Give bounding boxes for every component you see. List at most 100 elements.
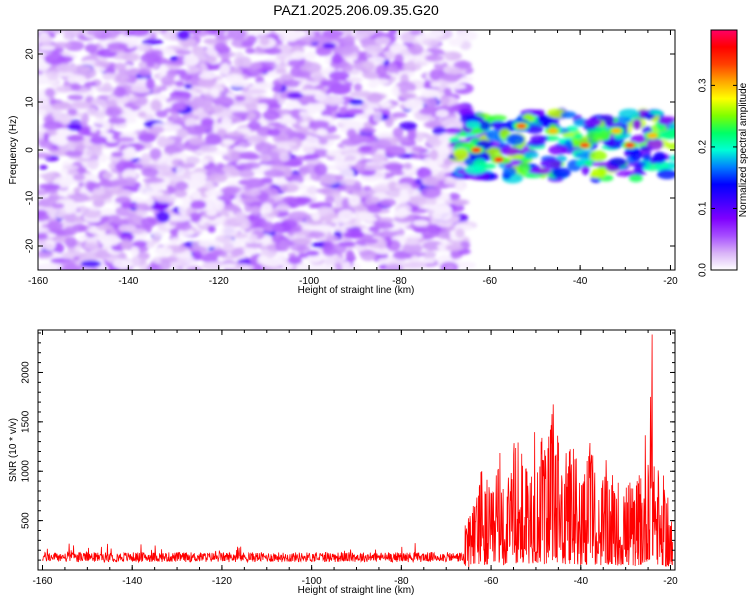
spectrogram-cell [317, 206, 332, 216]
spectrogram-cell [169, 215, 192, 222]
spectrogram-cell [412, 219, 429, 227]
spectrogram-cell [530, 168, 552, 175]
spectrogram-cell [137, 111, 147, 118]
spectrogram-cell [38, 140, 54, 149]
spectrogram-cell [345, 108, 365, 115]
spectrogram-cell [94, 60, 111, 67]
spectrogram-x-axis-title: Height of straight line (km) [298, 285, 415, 296]
spectrogram-cell [423, 204, 437, 211]
spectrogram-cell [658, 117, 674, 126]
spectrogram-cell [322, 30, 344, 38]
spectrogram-cell [402, 242, 423, 255]
spectrogram-cell [206, 55, 217, 64]
spectrogram-cell [66, 134, 84, 142]
spectrogram-cell [443, 116, 463, 125]
spectrogram-cell [453, 60, 472, 69]
spectrogram-cell [304, 153, 320, 160]
spectrogram-cell [316, 188, 332, 194]
spectrogram-cell [217, 128, 227, 137]
spectrogram-cell [134, 142, 147, 150]
spectrogram-cell [38, 45, 56, 51]
spectrogram-cell [630, 136, 646, 144]
spectrogram-cell [642, 153, 652, 162]
spectrogram-cell [282, 196, 298, 203]
colorbar-tick-label: 0.3 [698, 78, 709, 92]
spectrogram-cell [462, 142, 474, 148]
spectrogram-cell [173, 175, 190, 180]
spectrogram-cell [485, 129, 502, 141]
spectrogram-cell [222, 138, 234, 146]
spectrogram-cell [394, 183, 412, 190]
spectrogram-cell [127, 214, 145, 226]
spectrogram-cell [260, 202, 273, 215]
spectrogram-cell [334, 174, 345, 181]
spectrogram-cell [86, 107, 98, 116]
spectrogram-cell [219, 263, 237, 269]
spectrogram-cell [67, 74, 87, 85]
spectrogram-cell [244, 178, 266, 189]
spectrogram-cell [89, 127, 98, 133]
spectrogram-cell [392, 127, 404, 138]
spectrogram-cell [346, 77, 363, 83]
spectrogram-cell [291, 50, 306, 60]
spectrogram-cell [432, 126, 447, 136]
spectrogram-cell [325, 264, 336, 270]
spectrogram-cell [403, 162, 413, 170]
spectrogram-cell [448, 192, 461, 201]
spectrogram-cell [215, 235, 233, 244]
spectrogram-cell [338, 119, 358, 125]
spectrogram-cell [56, 137, 69, 147]
spectrogram-cell [154, 194, 177, 204]
spectrogram-cell [169, 55, 178, 62]
spectrogram-cell [224, 73, 244, 84]
spectrogram-cell [353, 83, 363, 92]
spectrogram-cell [229, 116, 243, 124]
snr-y-tick-label: 2000 [21, 361, 32, 384]
spectrogram-cell [154, 247, 173, 255]
spectrogram-cell [175, 80, 185, 88]
spectrogram-cell [306, 185, 318, 195]
spectrogram-cell [200, 158, 209, 166]
spectrogram-cell [184, 83, 193, 90]
snr-y-tick-label: 1500 [21, 410, 32, 433]
spectrogram-cell [458, 76, 474, 82]
spectrogram-cell [64, 40, 85, 52]
spectrogram-cells [38, 30, 675, 270]
spectrogram-cell [174, 189, 188, 198]
snr-x-axis-title: Height of straight line (km) [298, 585, 415, 596]
spectrogram-cell [38, 74, 49, 83]
spectrogram-cell [46, 220, 64, 232]
spectrogram-cell [432, 209, 453, 221]
spectrogram-cell [299, 71, 311, 79]
spectrogram-cell [106, 42, 128, 50]
spectrogram-cell [140, 52, 161, 64]
spectrogram-cell [581, 165, 590, 176]
spectrogram-cell [116, 136, 135, 143]
spectrogram-cell [240, 247, 259, 256]
spectrogram-cell [230, 81, 251, 88]
spectrogram-cell [44, 87, 56, 98]
spectrogram-cell [188, 30, 202, 34]
spectrogram-cell [613, 133, 625, 140]
spectrogram-cell [586, 131, 603, 140]
spectrogram-cell [83, 241, 100, 251]
spectrogram-cell [86, 30, 105, 36]
spectrogram-cell [326, 150, 342, 157]
spectrogram-peak [471, 147, 482, 153]
spectrogram-cell [256, 217, 267, 225]
spectrogram-cell [454, 180, 465, 192]
spectrogram-cell [158, 85, 168, 91]
spectrogram-cell [331, 217, 350, 224]
spectrogram-cell [323, 241, 334, 253]
spectrogram-cell [278, 239, 290, 252]
spectrogram-cell [219, 187, 239, 196]
spectrogram-cell [490, 120, 507, 129]
spectrogram-cell [348, 194, 361, 207]
spectrogram-cell [279, 117, 297, 126]
spectrogram-cell [163, 124, 183, 131]
spectrogram-cell [185, 124, 207, 136]
spectrogram-cell [177, 128, 189, 139]
spectrogram-cell [311, 212, 321, 221]
spectrogram-cell [551, 167, 571, 179]
